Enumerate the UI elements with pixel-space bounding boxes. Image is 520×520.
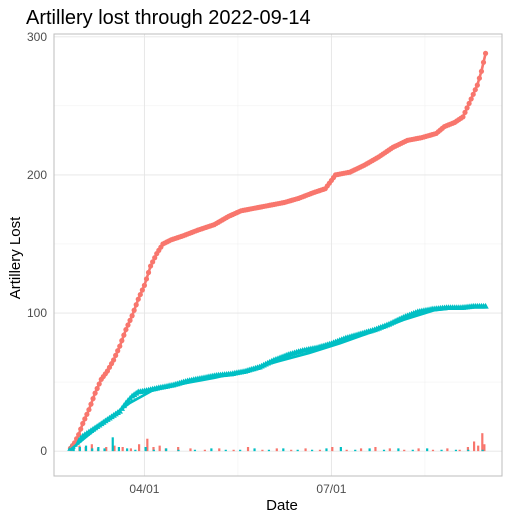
y-axis-title: Artillery Lost xyxy=(7,216,24,299)
y-tick-label: 0 xyxy=(40,444,47,458)
panel-border xyxy=(53,33,503,477)
y-tick-label: 100 xyxy=(27,306,47,320)
x-tick-label: 04/01 xyxy=(129,482,159,496)
chart-title: Artillery lost through 2022-09-14 xyxy=(26,7,311,29)
fit-line xyxy=(69,304,486,451)
grid-layer xyxy=(54,34,502,476)
fit-lines-layer xyxy=(69,53,487,451)
y-tick-label: 300 xyxy=(27,30,47,44)
x-axis-title: Date xyxy=(266,497,298,514)
fit-line xyxy=(69,53,487,450)
y-tick-label: 200 xyxy=(27,168,47,182)
tick-labels-layer: 0 100 200 300 04/01 07/01 xyxy=(27,30,347,496)
daily-bars-layer xyxy=(70,433,486,452)
x-tick-label: 07/01 xyxy=(316,482,346,496)
